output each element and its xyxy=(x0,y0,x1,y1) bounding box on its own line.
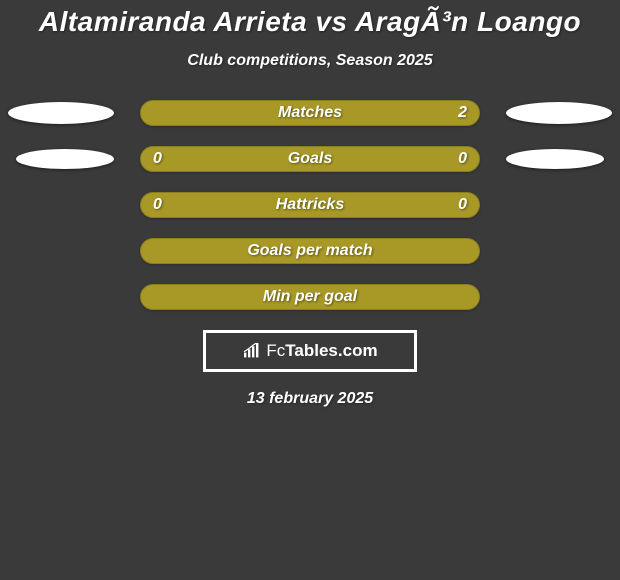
comparison-row: Goals per match xyxy=(0,238,620,264)
stat-value-right: 0 xyxy=(458,196,467,214)
comparison-row: 0Goals0 xyxy=(0,146,620,172)
stat-bar: Min per goal xyxy=(140,284,480,310)
stat-bar: Goals per match xyxy=(140,238,480,264)
avatar-spacer xyxy=(480,286,618,308)
stat-bar: 0Hattricks0 xyxy=(140,192,480,218)
avatar-spacer xyxy=(2,286,140,308)
avatar-spacer xyxy=(480,194,618,216)
page-title: Altamiranda Arrieta vs AragÃ³n Loango xyxy=(0,0,620,38)
player-right-avatar xyxy=(506,102,612,124)
player-right-avatar xyxy=(506,149,604,169)
bar-chart-icon xyxy=(242,343,262,359)
comparison-row: Matches2 xyxy=(0,100,620,126)
comparison-row: Min per goal xyxy=(0,284,620,310)
subtitle: Club competitions, Season 2025 xyxy=(0,52,620,70)
fctables-logo: FcTables.com xyxy=(242,341,377,361)
stat-label: Hattricks xyxy=(141,196,479,214)
player-left-avatar xyxy=(8,102,114,124)
stat-bar: 0Goals0 xyxy=(140,146,480,172)
comparison-row: 0Hattricks0 xyxy=(0,192,620,218)
stat-label: Min per goal xyxy=(141,288,479,306)
stat-label: Goals per match xyxy=(141,242,479,260)
avatar-spacer xyxy=(2,194,140,216)
stat-value-right: 2 xyxy=(458,104,467,122)
logo-text-thin: Fc xyxy=(266,341,285,361)
stat-bar: Matches2 xyxy=(140,100,480,126)
stat-label: Matches xyxy=(141,104,479,122)
player-left-avatar xyxy=(16,149,114,169)
avatar-spacer xyxy=(2,240,140,262)
avatar-spacer xyxy=(480,240,618,262)
date-text: 13 february 2025 xyxy=(0,390,620,408)
logo-text-bold: Tables.com xyxy=(285,341,377,361)
fctables-logo-box: FcTables.com xyxy=(203,330,417,372)
comparison-rows: Matches20Goals00Hattricks0Goals per matc… xyxy=(0,100,620,310)
stat-value-right: 0 xyxy=(458,150,467,168)
stat-label: Goals xyxy=(141,150,479,168)
